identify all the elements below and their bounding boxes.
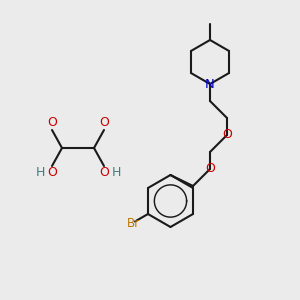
Text: O: O [47, 167, 57, 179]
Text: H: H [35, 167, 45, 179]
Text: O: O [47, 116, 57, 130]
Text: O: O [99, 116, 109, 130]
Text: O: O [222, 128, 232, 142]
Text: Br: Br [126, 217, 140, 230]
Text: O: O [205, 163, 215, 176]
Text: H: H [111, 167, 121, 179]
Text: N: N [205, 77, 215, 91]
Text: O: O [99, 167, 109, 179]
